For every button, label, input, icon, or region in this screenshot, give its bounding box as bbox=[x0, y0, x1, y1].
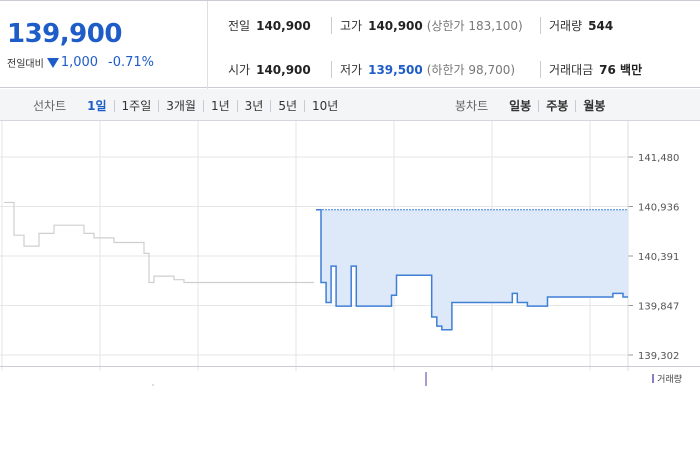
tab-1year[interactable]: 1년 bbox=[204, 99, 238, 112]
series-fill-today bbox=[316, 209, 628, 330]
quote-summary: 139,900 전일대비 1,000 -0.71% 전일 140,900 고가 14… bbox=[0, 0, 700, 89]
y-tick-label: 140,936 bbox=[638, 203, 679, 214]
line-chart-title: 선차트 bbox=[33, 99, 67, 113]
stat-value: 140,900 bbox=[256, 63, 311, 77]
stat-label: 고가 bbox=[340, 19, 363, 33]
quote-stats: 전일 140,900 고가 140,900 (상한가 183,100) 거래량 544 … bbox=[208, 1, 700, 89]
stat-prev-close: 전일 140,900 bbox=[228, 17, 311, 34]
stat-trade-amount: 거래대금 76 백만 bbox=[540, 61, 642, 78]
tab-1day[interactable]: 1일 bbox=[80, 99, 115, 112]
series-line-today bbox=[316, 208, 628, 331]
tab-3month[interactable]: 3개월 bbox=[159, 99, 204, 112]
y-tick-label: 140,391 bbox=[638, 252, 679, 263]
stat-volume: 거래량 544 bbox=[540, 17, 613, 34]
line-chart-tabs: 선차트 1일 1주일 3개월 1년 3년 5년 10년 bbox=[33, 97, 345, 114]
change-value: 1,000 bbox=[60, 55, 99, 70]
price-change: 전일대비 1,000 -0.71% bbox=[7, 55, 154, 70]
stat-label: 저가 bbox=[340, 63, 363, 77]
stat-label: 전일 bbox=[228, 19, 251, 33]
y-tick-label: 139,847 bbox=[638, 302, 679, 313]
volume-legend: 거래량 bbox=[652, 372, 682, 385]
volume-strip bbox=[0, 366, 700, 386]
tab-5year[interactable]: 5년 bbox=[271, 99, 306, 112]
stat-value: 140,900 bbox=[368, 19, 423, 33]
lower-limit: (하한가 98,700) bbox=[426, 63, 516, 77]
tab-daily[interactable]: 일봉 bbox=[502, 99, 540, 112]
price-box: 139,900 전일대비 1,000 -0.71% bbox=[0, 1, 208, 89]
stat-value: 140,900 bbox=[256, 19, 311, 33]
candle-chart-tabs: 봉차트 일봉 주봉 월봉 bbox=[455, 97, 612, 114]
tab-3year[interactable]: 3년 bbox=[238, 99, 272, 112]
stat-open: 시가 140,900 bbox=[228, 61, 311, 78]
tab-weekly[interactable]: 주봉 bbox=[539, 99, 577, 112]
stat-label: 시가 bbox=[228, 63, 251, 77]
tab-monthly[interactable]: 월봉 bbox=[583, 98, 606, 113]
volume-legend-label: 거래량 bbox=[657, 375, 682, 385]
upper-limit: (상한가 183,100) bbox=[426, 19, 523, 33]
price-chart[interactable]: 141,480 140,936 140,391 139,847 139,302 bbox=[0, 121, 700, 371]
candle-chart-title: 봉차트 bbox=[455, 99, 489, 113]
stat-label: 거래대금 bbox=[549, 63, 594, 77]
stat-value: 139,500 bbox=[368, 63, 423, 77]
y-tick-label: 139,302 bbox=[638, 351, 679, 362]
tab-10year[interactable]: 10년 bbox=[312, 98, 339, 113]
y-tick-label: 141,480 bbox=[638, 153, 679, 164]
stat-value: 544 bbox=[588, 19, 614, 33]
series-line-previous bbox=[4, 201, 314, 284]
change-label: 전일대비 bbox=[7, 59, 44, 70]
stat-label: 거래량 bbox=[549, 19, 583, 33]
stat-value: 76 백만 bbox=[599, 63, 643, 77]
chart-tabs: 선차트 1일 1주일 3개월 1년 3년 5년 10년 봉차트 일봉 주봉 월봉 bbox=[0, 89, 700, 121]
volume-swatch bbox=[652, 374, 655, 383]
current-price: 139,900 bbox=[7, 19, 122, 49]
change-percent: -0.71% bbox=[108, 55, 155, 70]
down-arrow-icon bbox=[46, 57, 59, 68]
tab-1week[interactable]: 1주일 bbox=[115, 99, 160, 112]
stat-low: 저가 139,500 (하한가 98,700) bbox=[331, 61, 515, 78]
stat-high: 고가 140,900 (상한가 183,100) bbox=[331, 17, 523, 34]
